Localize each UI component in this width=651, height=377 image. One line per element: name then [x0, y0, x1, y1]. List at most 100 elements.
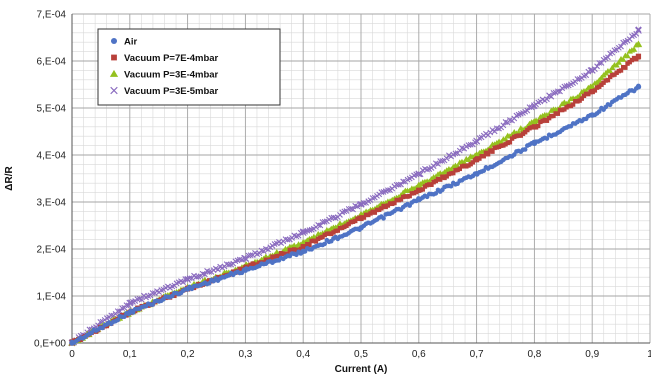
legend-label: Vacuum P=7E-4mbar: [124, 53, 219, 64]
data-point-dense: [335, 228, 340, 233]
x-tick-label: 0,5: [354, 349, 368, 360]
data-point-dense: [623, 65, 628, 70]
data-point-dense: [201, 271, 208, 278]
data-point-dense: [481, 168, 487, 174]
data-point-dense: [206, 268, 213, 275]
data-point-dense: [395, 181, 402, 188]
data-point-dense: [206, 281, 212, 286]
data-point-dense: [307, 242, 312, 248]
data-point-dense: [361, 215, 367, 220]
x-tick-label: 0,4: [296, 349, 310, 360]
legend-label: Air: [124, 37, 138, 48]
data-point-dense: [555, 111, 561, 116]
data-point-dense: [500, 122, 507, 129]
x-tick-label: 0,7: [470, 349, 484, 360]
data-point-dense: [247, 252, 254, 259]
data-point-dense: [356, 201, 363, 208]
data-point-dense: [313, 239, 319, 244]
legend-box: [97, 28, 281, 106]
data-point-dense: [474, 138, 481, 145]
data-point-dense: [398, 197, 404, 202]
data-point-dense: [276, 253, 282, 259]
data-point-dense: [319, 219, 326, 225]
data-point-dense: [502, 136, 509, 142]
data-point-dense: [457, 166, 462, 172]
legend-marker: [110, 86, 118, 95]
data-point-dense: [477, 156, 482, 161]
data-point-dense: [467, 141, 474, 148]
data-point-dense: [138, 296, 145, 303]
data-point-dense: [579, 96, 585, 101]
data-point: [635, 27, 642, 34]
data-point-dense: [557, 88, 563, 95]
data-point-dense: [379, 206, 384, 211]
data-point-dense: [544, 118, 550, 123]
data-point-dense: [491, 128, 498, 135]
y-tick-label: 2,E-04: [37, 245, 67, 256]
data-point-dense: [615, 59, 622, 65]
data-point-dense: [236, 256, 243, 263]
y-tick-label: 0,E+00: [34, 339, 66, 350]
data-point-dense: [544, 136, 550, 141]
data-point-dense: [522, 147, 528, 152]
x-axis-title: Current (A): [335, 364, 388, 375]
y-axis-title: ΔR/R: [4, 166, 15, 191]
data-point-dense: [630, 46, 638, 52]
x-tick-label: 0,9: [585, 349, 599, 360]
x-tick-label: 0,3: [238, 349, 252, 360]
data-point-dense: [635, 40, 642, 46]
legend-label: Vacuum P=3E-5mbar: [124, 86, 219, 97]
data-point-dense: [498, 139, 505, 145]
data-point-dense: [447, 166, 455, 172]
data-point-dense: [369, 195, 376, 201]
data-point-dense: [485, 152, 491, 157]
legend-label: Vacuum P=3E-4mbar: [124, 70, 219, 81]
data-point-dense: [507, 140, 513, 145]
data-point-dense: [554, 88, 561, 95]
data-point-dense: [609, 64, 616, 71]
axes-layer: [71, 14, 650, 344]
data-point-dense: [437, 177, 443, 182]
data-point-dense: [481, 154, 486, 159]
data-point-dense: [635, 26, 642, 33]
data-point-dense: [633, 30, 640, 37]
data-point-dense: [598, 60, 605, 66]
data-point-dense: [284, 236, 291, 243]
data-point-dense: [536, 123, 541, 129]
data-point-dense: [618, 68, 624, 73]
data-point-dense: [121, 314, 127, 320]
data-point-dense: [606, 67, 614, 74]
data-point-dense: [592, 88, 598, 93]
data-point-dense: [407, 193, 412, 199]
data-point-dense: [193, 274, 200, 280]
data-point-dense: [384, 187, 391, 194]
data-point-dense: [613, 62, 620, 68]
data-point-dense: [123, 302, 130, 309]
series-circle-group: [69, 83, 642, 346]
data-point-dense: [125, 302, 132, 309]
series-layer: [68, 26, 643, 347]
data-point-dense: [306, 227, 313, 234]
data-point-dense: [435, 161, 441, 167]
data-point-dense: [429, 182, 434, 187]
data-point-dense: [182, 276, 189, 282]
data-point-dense: [433, 191, 439, 196]
data-point-dense: [618, 43, 624, 50]
data-point-dense: [596, 109, 602, 114]
data-point-dense: [461, 159, 468, 165]
x-tick-label: 0,1: [123, 349, 137, 360]
y-tick-label: 3,E-04: [37, 198, 67, 209]
data-point-dense: [452, 150, 459, 157]
data-point-dense: [636, 55, 641, 60]
data-point-dense: [583, 72, 590, 79]
data-point-dense: [544, 96, 550, 103]
data-point-dense: [443, 155, 450, 162]
y-tick-label: 7,E-04: [37, 10, 67, 21]
data-point-dense: [186, 275, 193, 282]
data-point-dense: [114, 308, 121, 315]
data-point-dense: [465, 156, 472, 162]
data-point-dense: [413, 171, 420, 178]
data-point-dense: [570, 102, 576, 107]
data-point-dense: [378, 189, 385, 196]
